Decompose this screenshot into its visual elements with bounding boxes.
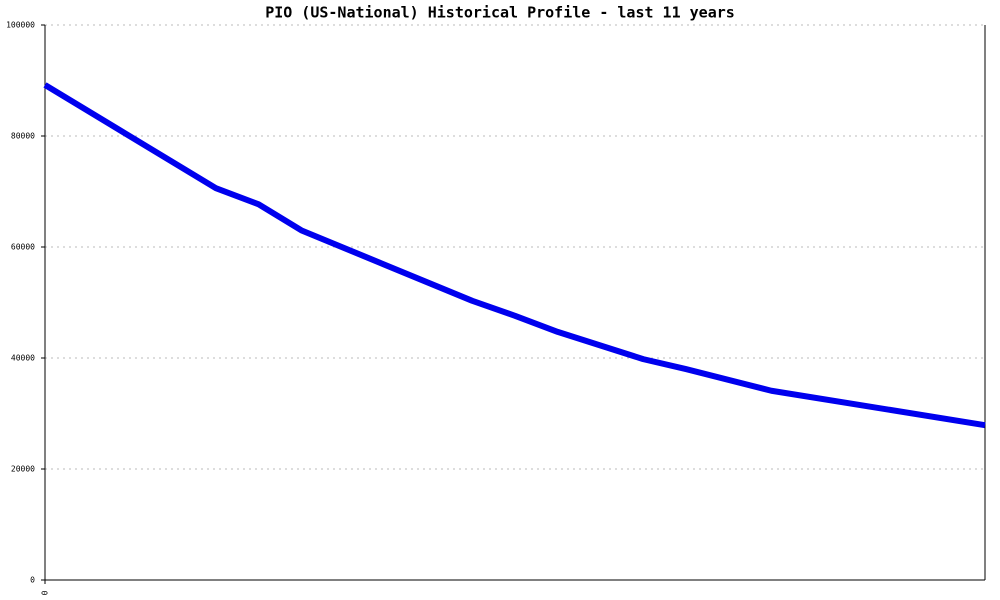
- y-tick-label: 0: [30, 576, 35, 585]
- x-tick-label: 0: [41, 590, 50, 595]
- y-tick-label: 60000: [11, 243, 35, 252]
- y-tick-label: 40000: [11, 354, 35, 363]
- y-tick-label: 20000: [11, 465, 35, 474]
- y-tick-label: 80000: [11, 132, 35, 141]
- data-line: [43, 82, 986, 429]
- y-tick-label: 100000: [6, 21, 35, 30]
- chart-title: PIO (US-National) Historical Profile - l…: [265, 4, 735, 22]
